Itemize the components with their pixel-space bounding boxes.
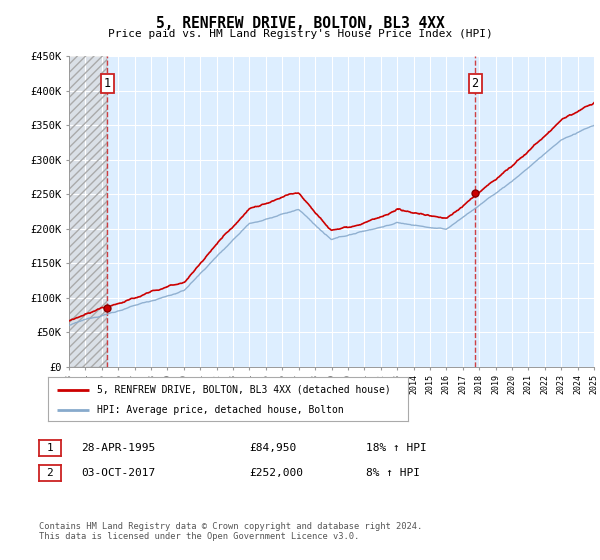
Text: 2: 2 [46, 468, 53, 478]
Text: 5, RENFREW DRIVE, BOLTON, BL3 4XX: 5, RENFREW DRIVE, BOLTON, BL3 4XX [155, 16, 445, 31]
Text: 1: 1 [104, 77, 110, 90]
Text: £84,950: £84,950 [249, 443, 296, 453]
Text: 8% ↑ HPI: 8% ↑ HPI [366, 468, 420, 478]
Text: Price paid vs. HM Land Registry's House Price Index (HPI): Price paid vs. HM Land Registry's House … [107, 29, 493, 39]
Text: 18% ↑ HPI: 18% ↑ HPI [366, 443, 427, 453]
Text: £252,000: £252,000 [249, 468, 303, 478]
Text: 03-OCT-2017: 03-OCT-2017 [81, 468, 155, 478]
Text: 1: 1 [46, 443, 53, 453]
Text: 5, RENFREW DRIVE, BOLTON, BL3 4XX (detached house): 5, RENFREW DRIVE, BOLTON, BL3 4XX (detac… [97, 385, 391, 395]
Text: 2: 2 [472, 77, 479, 90]
Bar [69, 56, 107, 367]
Text: Contains HM Land Registry data © Crown copyright and database right 2024.
This d: Contains HM Land Registry data © Crown c… [39, 522, 422, 542]
Bar [69, 56, 107, 367]
Text: 28-APR-1995: 28-APR-1995 [81, 443, 155, 453]
Text: HPI: Average price, detached house, Bolton: HPI: Average price, detached house, Bolt… [97, 405, 343, 415]
